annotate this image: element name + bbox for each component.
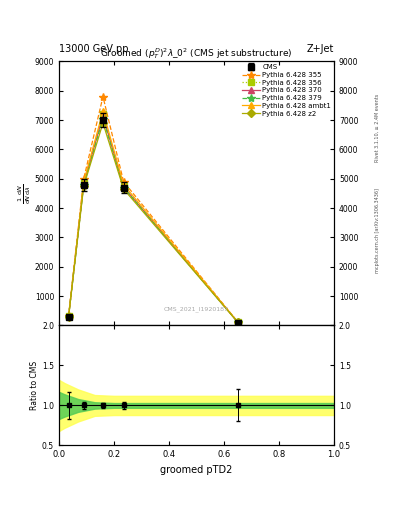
Line: Pythia 6.428 379: Pythia 6.428 379 xyxy=(64,115,242,326)
Pythia 6.428 ambt1 xyxy=(66,313,71,319)
Line: Pythia 6.428 z2: Pythia 6.428 z2 xyxy=(66,120,241,325)
Legend: CMS, Pythia 6.428 355, Pythia 6.428 356, Pythia 6.428 370, Pythia 6.428 379, Pyt: CMS, Pythia 6.428 355, Pythia 6.428 356,… xyxy=(241,63,332,118)
Pythia 6.428 379 xyxy=(81,182,86,188)
Y-axis label: $\frac{1}{\mathrm{d}N}\frac{\mathrm{d}N}{\mathrm{d}\lambda}$: $\frac{1}{\mathrm{d}N}\frac{\mathrm{d}N}… xyxy=(17,183,33,204)
Pythia 6.428 356 xyxy=(66,313,71,319)
Pythia 6.428 z2 xyxy=(101,120,105,126)
Pythia 6.428 356 xyxy=(235,319,240,325)
Line: Pythia 6.428 370: Pythia 6.428 370 xyxy=(66,113,241,325)
Text: 13000 GeV pp: 13000 GeV pp xyxy=(59,44,129,54)
Pythia 6.428 355 xyxy=(101,94,105,100)
Pythia 6.428 370 xyxy=(66,313,71,319)
Text: mcplots.cern.ch [arXiv:1306.3436]: mcplots.cern.ch [arXiv:1306.3436] xyxy=(375,188,380,273)
Pythia 6.428 355 xyxy=(235,319,240,325)
Pythia 6.428 379 xyxy=(235,319,240,325)
Pythia 6.428 370 xyxy=(235,319,240,325)
Pythia 6.428 ambt1 xyxy=(81,179,86,185)
Pythia 6.428 370 xyxy=(101,113,105,119)
Pythia 6.428 379 xyxy=(66,313,71,319)
Pythia 6.428 356 xyxy=(81,180,86,186)
Line: Pythia 6.428 ambt1: Pythia 6.428 ambt1 xyxy=(66,109,241,325)
Pythia 6.428 z2 xyxy=(121,186,126,192)
Pythia 6.428 ambt1 xyxy=(101,108,105,114)
Pythia 6.428 z2 xyxy=(235,319,240,325)
Pythia 6.428 ambt1 xyxy=(121,182,126,188)
Pythia 6.428 356 xyxy=(121,183,126,189)
Text: Rivet 3.1.10, ≥ 2.4M events: Rivet 3.1.10, ≥ 2.4M events xyxy=(375,94,380,162)
Pythia 6.428 356 xyxy=(101,111,105,117)
Pythia 6.428 370 xyxy=(81,181,86,187)
Text: Z+Jet: Z+Jet xyxy=(307,44,334,54)
Pythia 6.428 355 xyxy=(121,179,126,185)
X-axis label: groomed pTD2: groomed pTD2 xyxy=(160,465,233,475)
Y-axis label: Ratio to CMS: Ratio to CMS xyxy=(30,361,39,410)
Pythia 6.428 379 xyxy=(101,116,105,122)
Pythia 6.428 379 xyxy=(121,184,126,190)
Pythia 6.428 370 xyxy=(121,184,126,190)
Title: Groomed $(p_T^D)^2\lambda\_0^2$ (CMS jet substructure): Groomed $(p_T^D)^2\lambda\_0^2$ (CMS jet… xyxy=(100,47,293,61)
Pythia 6.428 z2 xyxy=(81,183,86,189)
Pythia 6.428 ambt1 xyxy=(235,319,240,325)
Pythia 6.428 z2 xyxy=(66,314,71,320)
Text: CMS_2021_I1920187: CMS_2021_I1920187 xyxy=(164,307,229,312)
Line: Pythia 6.428 355: Pythia 6.428 355 xyxy=(64,93,242,326)
Line: Pythia 6.428 356: Pythia 6.428 356 xyxy=(66,112,241,325)
Pythia 6.428 355 xyxy=(81,176,86,182)
Pythia 6.428 355 xyxy=(66,313,71,319)
